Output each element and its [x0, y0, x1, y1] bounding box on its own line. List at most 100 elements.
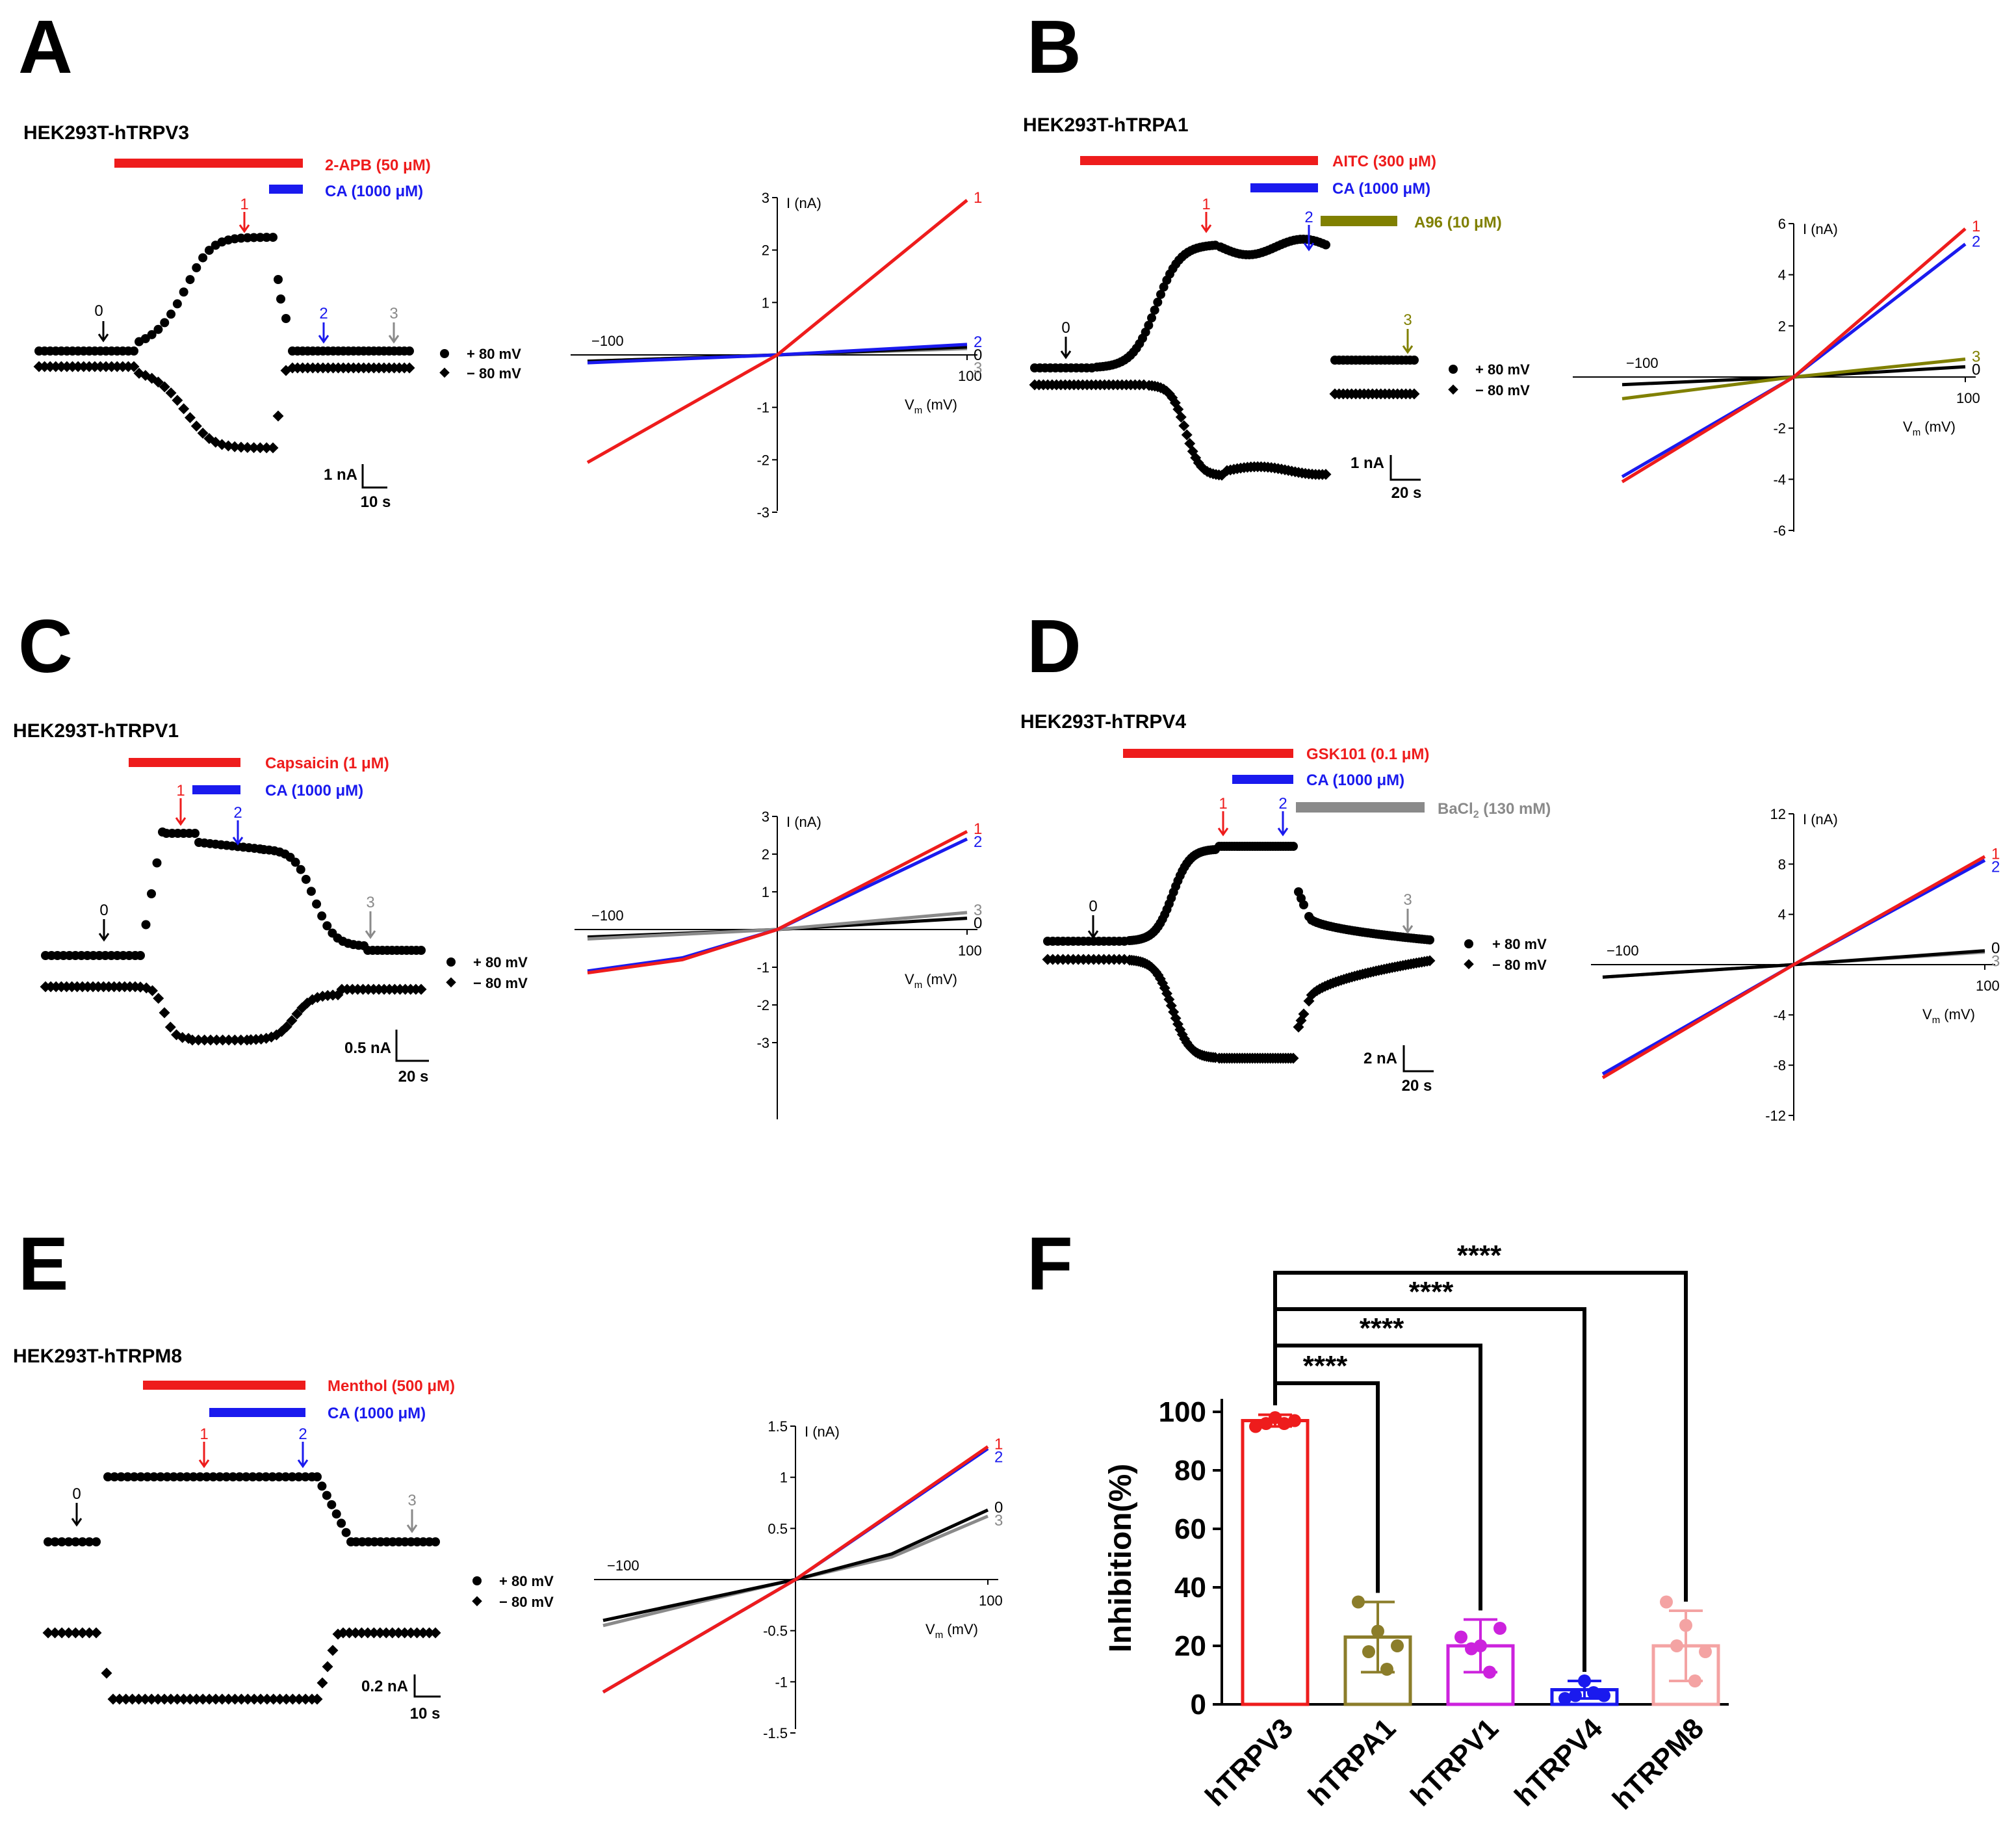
f-category-hTRPM8: hTRPM8 [1607, 1712, 1710, 1815]
trace-plus80-a [242, 233, 252, 242]
iv-trace-label-1-B: 1 [1972, 218, 1980, 235]
svg-text:20 s: 20 s [398, 1068, 429, 1086]
iv-ytick-label-C: 1 [762, 884, 769, 900]
trace-plus80-c [301, 874, 311, 884]
trace-plus80-e [268, 1472, 278, 1481]
trace-plus80-a [172, 299, 182, 309]
trace-minus80-a [197, 427, 209, 439]
iv-ytick-label-B: -4 [1773, 471, 1786, 488]
trace-minus80-e [327, 1645, 339, 1656]
marker-2-a: 2 [318, 305, 330, 344]
trace-plus80-a [198, 253, 208, 263]
svg-text:1: 1 [1202, 196, 1210, 213]
trace-plus80-a [129, 346, 138, 356]
trace-plus80-e [274, 1472, 284, 1481]
iv-ylabel-A: I (nA) [786, 195, 821, 211]
drug-bar-c2 [192, 785, 240, 794]
panel-c: C HEK293T-hTRPV1 Capsaicin (1 μM) CA (10… [13, 604, 982, 1119]
iv-trace-1-A [586, 199, 968, 464]
marker-1-d: 1 [1217, 795, 1229, 837]
iv-trace-1-E [602, 1445, 989, 1694]
iv-ytick-label-B: 2 [1778, 318, 1786, 334]
iv-ytick-label-B: -2 [1773, 421, 1786, 437]
iv-trace-label-3-C: 3 [974, 902, 982, 919]
f-sig-label: **** [1303, 1350, 1348, 1382]
trace-plus80-e [228, 1472, 238, 1481]
trace-plus80-c [322, 921, 332, 931]
scale-bar-c: 0.5 nA 20 s [344, 1030, 429, 1086]
trace-plus80-a [147, 330, 157, 339]
trace-plus80-c [296, 865, 305, 874]
trace-minus80-a [190, 421, 202, 432]
trace-minus80-a [178, 403, 190, 415]
trace-minus80-a [267, 442, 279, 454]
drug-bar-e2 [209, 1408, 305, 1417]
trace-plus80-e [215, 1472, 225, 1481]
trace-minus80-a [404, 362, 415, 374]
iv-ytick-label-D: -8 [1773, 1058, 1786, 1074]
trace-plus80-e [322, 1490, 331, 1500]
panel-label-c: C [18, 604, 73, 688]
trace-plus80-d [1425, 935, 1434, 944]
f-point-hTRPV1 [1474, 1639, 1487, 1652]
svg-text:10 s: 10 s [361, 493, 391, 511]
trace-plus80-b [1144, 320, 1154, 330]
iv-trace-label-0-A: 0 [974, 346, 982, 364]
svg-text:+ 80 mV: + 80 mV [499, 1573, 554, 1589]
trace-minus80-a [50, 361, 62, 372]
svg-text:− 80 mV: − 80 mV [467, 365, 521, 382]
trace-minus80-e [393, 1627, 404, 1639]
trace-plus80-e [162, 1472, 172, 1481]
iv-xtick-max-E: 100 [979, 1593, 1003, 1609]
trace-plus80-a [262, 233, 272, 242]
f-point-hTRPM8 [1670, 1639, 1683, 1652]
marker-2-c: 2 [232, 804, 244, 846]
svg-text:0.5 nA: 0.5 nA [344, 1039, 391, 1057]
trace-minus80-c [415, 983, 427, 995]
trace-minus80-a [117, 361, 129, 372]
iv-ytick-label-A: 2 [762, 242, 769, 259]
trace-plus80-c [141, 920, 151, 930]
trace-minus80-a [61, 361, 73, 372]
trace-plus80-e [156, 1472, 166, 1481]
panel-e: E HEK293T-hTRPM8 Menthol (500 μM) CA (10… [13, 1221, 1003, 1741]
iv-xlabel-D: Vm (mV) [1922, 1006, 1975, 1026]
time-course-b [1029, 235, 1420, 481]
time-course-d [1042, 842, 1436, 1064]
trace-minus80-a [172, 395, 183, 406]
trace-plus80-e [300, 1472, 310, 1481]
f-ytick-label: 0 [1191, 1689, 1206, 1721]
f-point-hTRPV3 [1278, 1417, 1291, 1430]
trace-minus80-d [1424, 955, 1436, 967]
trace-plus80-b [1321, 240, 1330, 250]
iv-ytick-label-B: -6 [1773, 523, 1786, 539]
trace-minus80-a [111, 361, 123, 372]
marker-3-c: 3 [365, 894, 376, 939]
iv-ytick-label-A: -1 [756, 400, 769, 416]
trace-plus80-b [1141, 327, 1150, 337]
cell-title-e: HEK293T-hTRPM8 [13, 1346, 182, 1367]
svg-text:3: 3 [389, 305, 398, 322]
iv-trace-label-1-D: 1 [1991, 846, 2000, 863]
trace-plus80-e [142, 1472, 152, 1481]
iv-ytick-label-C: 3 [762, 809, 769, 825]
f-ytick-label: 80 [1174, 1455, 1206, 1487]
trace-minus80-e [387, 1627, 398, 1639]
svg-text:2: 2 [1278, 795, 1287, 813]
iv-xtick-min-D: −100 [1607, 943, 1639, 959]
iv-trace-label-3-A: 3 [974, 359, 982, 377]
trace-plus80-e [123, 1472, 133, 1481]
marker-0-c: 0 [98, 902, 110, 942]
trace-minus80-a [44, 361, 56, 372]
time-course-c [40, 827, 427, 1046]
f-point-hTRPV1 [1483, 1665, 1496, 1679]
svg-text:3: 3 [1403, 311, 1412, 329]
marker-0-d: 0 [1087, 898, 1099, 939]
iv-xlabel-B: Vm (mV) [1903, 419, 1956, 438]
f-category-hTRPA1: hTRPA1 [1302, 1712, 1402, 1812]
time-course-a [33, 233, 415, 454]
svg-text:0: 0 [1089, 898, 1097, 915]
drug-label-d2: CA (1000 μM) [1306, 772, 1404, 789]
svg-text:1 nA: 1 nA [1350, 454, 1384, 472]
